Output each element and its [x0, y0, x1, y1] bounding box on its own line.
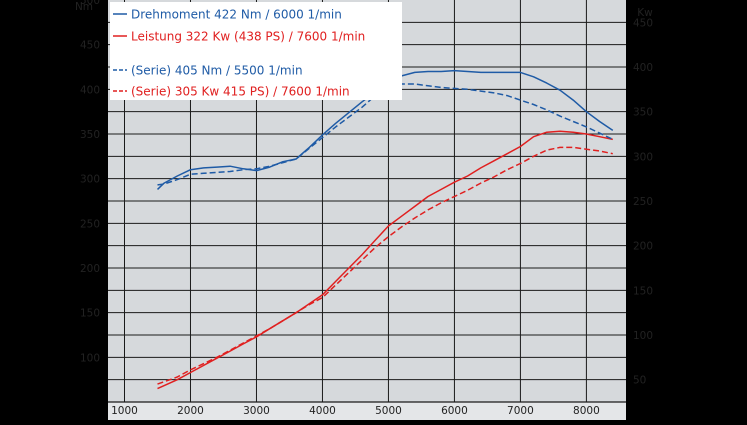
- left-tick-label: 150: [80, 308, 100, 320]
- legend-box: [110, 2, 402, 100]
- right-axis-ticks: 50 100 150 200 250 300 350 400 450: [633, 17, 653, 386]
- right-tick-label: 350: [633, 107, 653, 119]
- x-tick-label: 7000: [507, 405, 534, 417]
- x-tick-label: 1000: [111, 405, 138, 417]
- left-tick-label: 200: [80, 263, 100, 275]
- right-tick-label: 150: [633, 285, 653, 297]
- x-tick-label: 2000: [177, 405, 204, 417]
- left-axis-ticks: 100 150 200 250 300 350 400 450 500: [80, 0, 100, 364]
- left-tick-label: 300: [80, 174, 100, 186]
- legend-label: Leistung 322 Kw (438 PS) / 7600 1/min: [131, 30, 365, 44]
- legend: Drehmoment 422 Nm / 6000 1/min Leistung 3…: [110, 2, 402, 100]
- right-tick-label: 400: [633, 62, 653, 74]
- right-tick-label: 200: [633, 241, 653, 253]
- x-axis-ticks: 1000 2000 3000 4000 5000 6000 7000 8000: [111, 405, 600, 417]
- left-axis-unit: Nm: [75, 1, 93, 13]
- left-tick-label: 500: [80, 0, 100, 7]
- x-tick-label: 3000: [243, 405, 270, 417]
- right-tick-label: 300: [633, 151, 653, 163]
- x-tick-label: 8000: [573, 405, 600, 417]
- legend-label: Drehmoment 422 Nm / 6000 1/min: [131, 8, 342, 22]
- x-axis-strip: [108, 402, 626, 420]
- series-line: [157, 146, 613, 385]
- left-tick-label: 350: [80, 129, 100, 141]
- right-axis-unit: Kw: [637, 7, 653, 19]
- x-tick-label: 5000: [375, 405, 402, 417]
- x-tick-label: 4000: [309, 405, 336, 417]
- legend-label: (Serie) 305 Kw 415 PS) / 7600 1/min: [131, 85, 350, 99]
- left-tick-label: 100: [80, 352, 100, 364]
- right-tick-label: 250: [633, 196, 653, 208]
- series-line: [157, 130, 613, 390]
- left-tick-label: 400: [80, 84, 100, 96]
- legend-label: (Serie) 405 Nm / 5500 1/min: [131, 64, 303, 78]
- series-line: [157, 83, 614, 186]
- right-tick-label: 100: [633, 330, 653, 342]
- left-tick-label: 250: [80, 218, 100, 230]
- left-tick-label: 450: [80, 40, 100, 52]
- x-tick-label: 6000: [441, 405, 468, 417]
- right-tick-label: 50: [633, 375, 646, 387]
- right-tick-label: 450: [633, 17, 653, 29]
